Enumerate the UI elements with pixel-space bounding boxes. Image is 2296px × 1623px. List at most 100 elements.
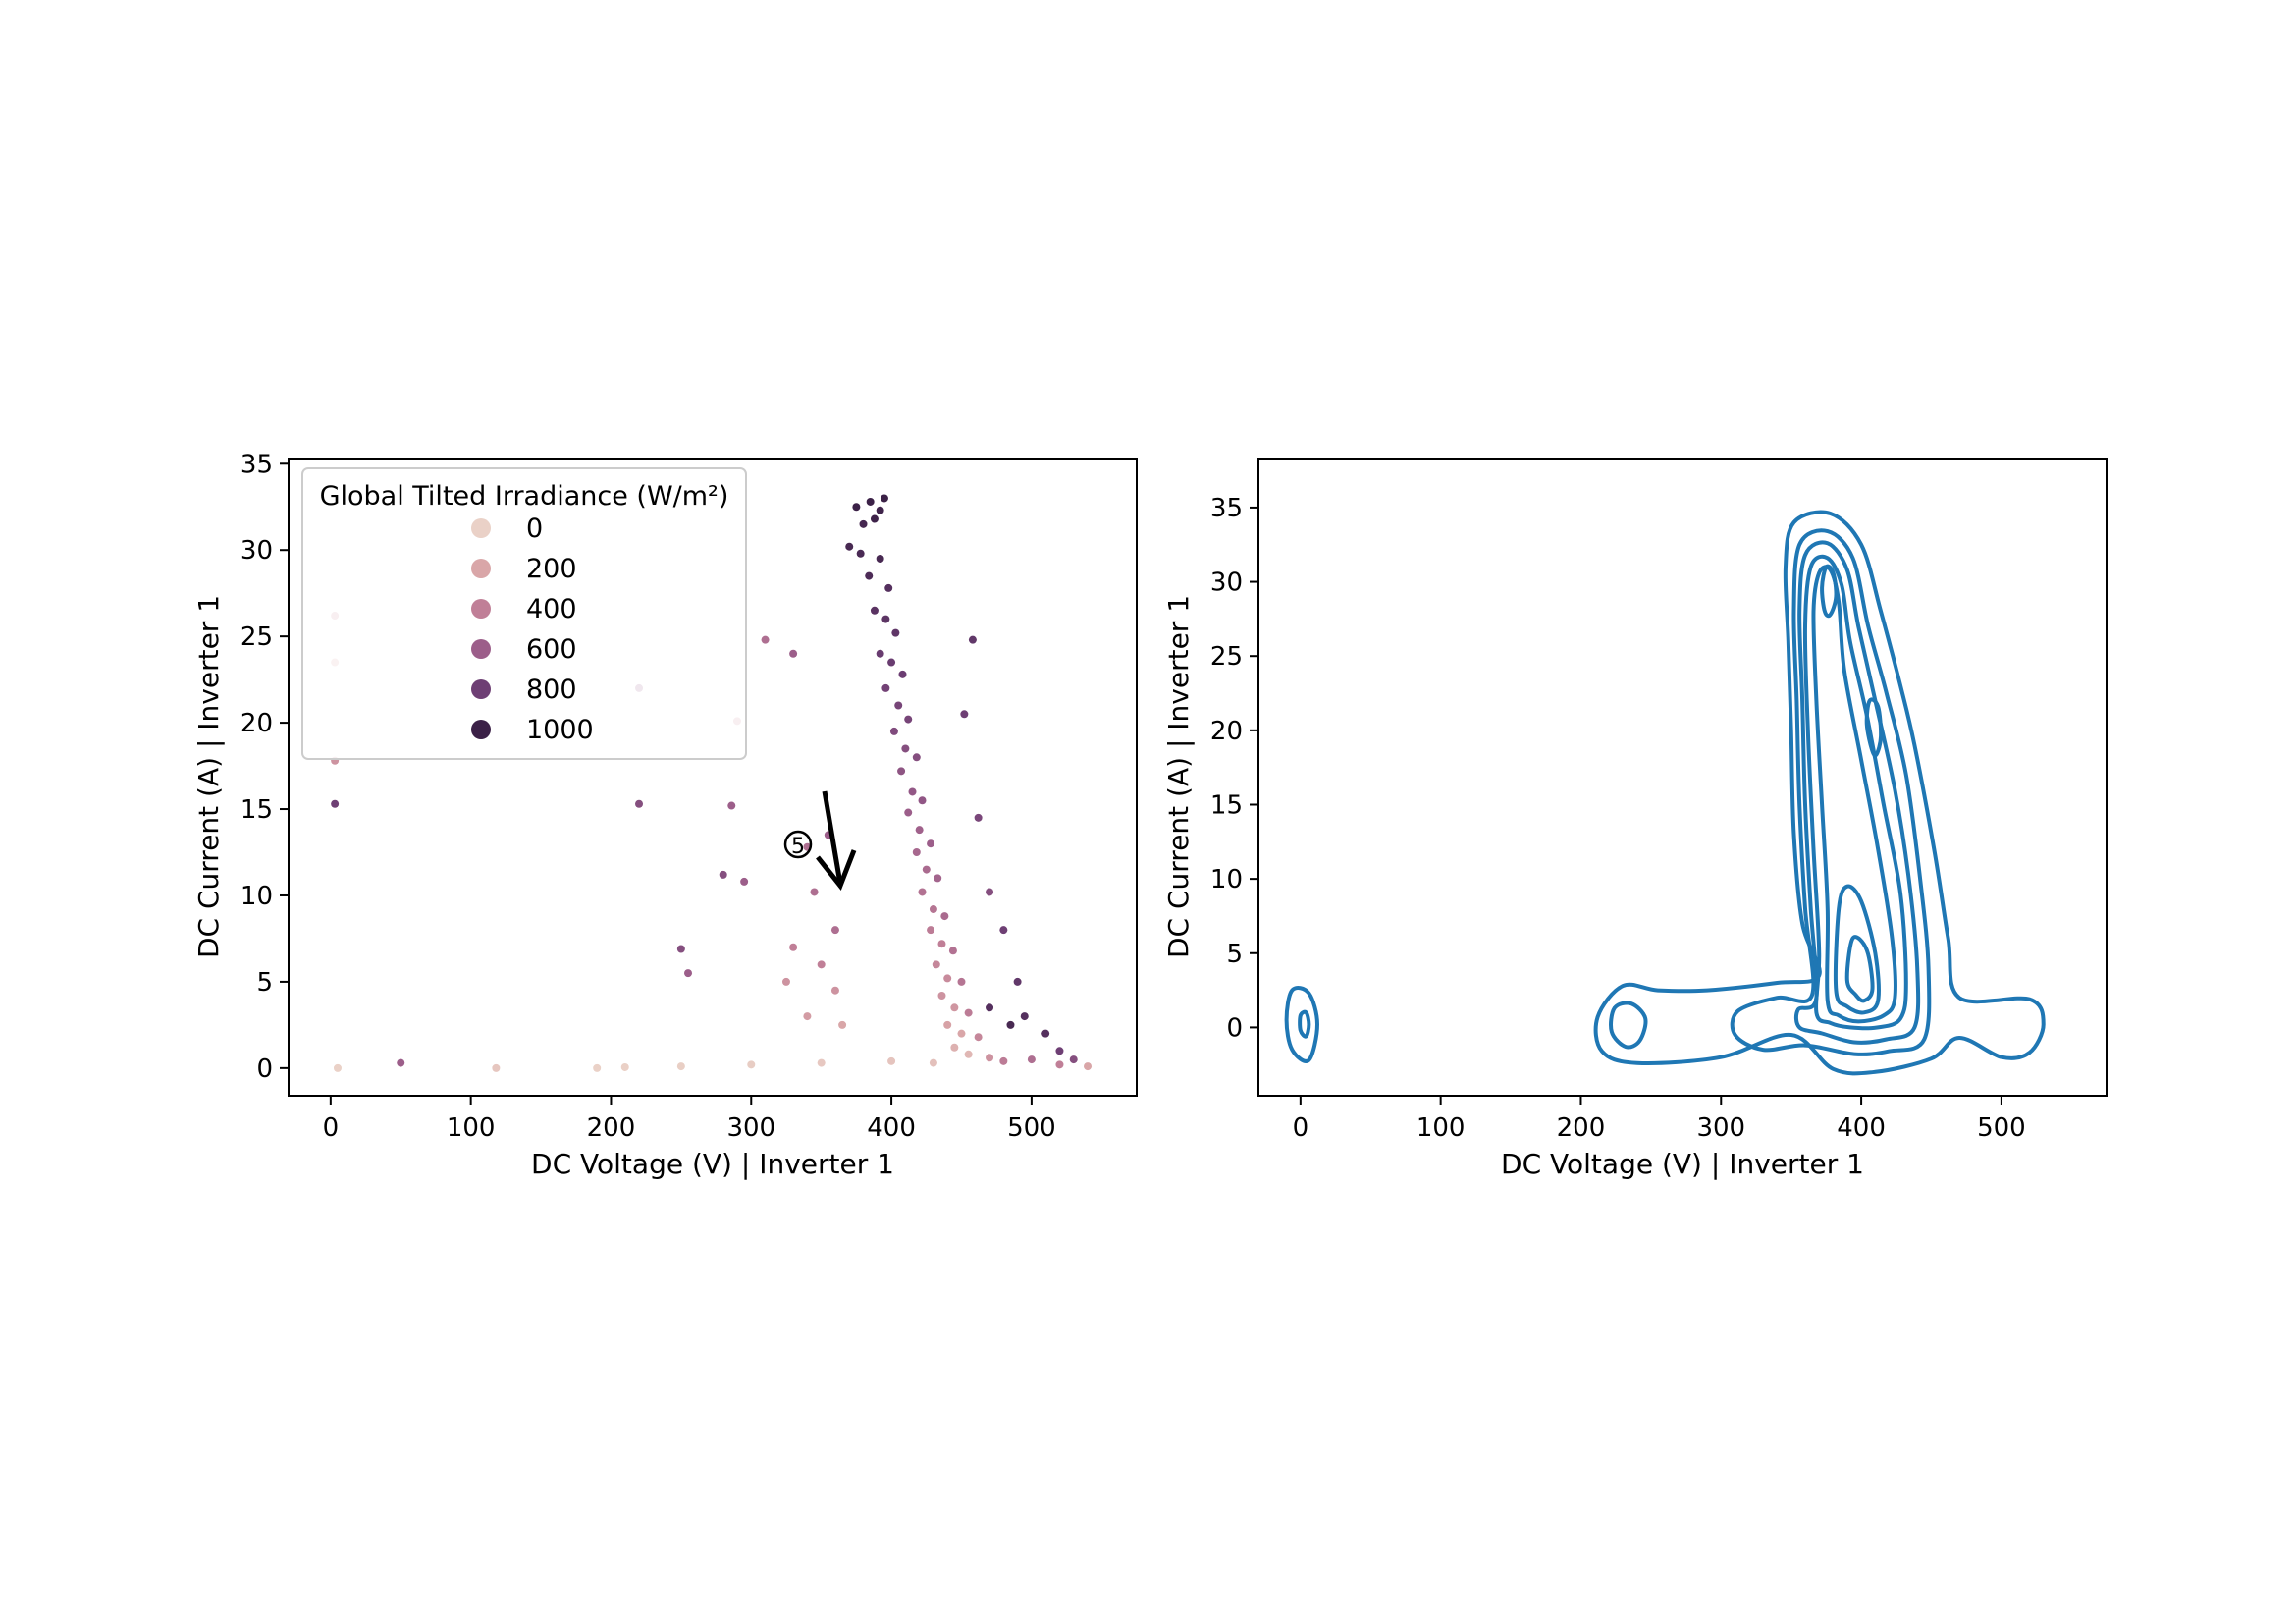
scatter-point [845,542,854,551]
scatter-point [789,943,798,951]
scatter-point [929,905,937,914]
scatter-point [950,1043,959,1052]
scatter-point [870,514,879,523]
y-tick-label: 15 [1210,790,1243,820]
scatter-point [740,877,749,886]
scatter-point [901,744,910,753]
scatter-point [999,926,1008,935]
contour-line-level3 [1793,540,1921,1045]
scatter-point [927,839,935,848]
scatter-point [852,503,861,512]
contour-line-island-left-outer [1284,986,1319,1063]
scatter-point [859,519,868,528]
contour-axes-frame [1257,458,2108,1097]
scatter-point [817,1058,826,1067]
contour-panel: 0 100 200 300 400 500 0 5 10 15 20 25 30 35 DC Volta… [1162,458,2108,1180]
scatter-point [635,799,644,808]
scatter-point [894,701,903,710]
legend-label: 0 [526,514,543,544]
scatter-point [830,926,839,935]
y-tick-label: 35 [240,450,273,479]
y-tick-label: 5 [256,968,273,998]
annotation-number: 5 [791,835,805,859]
contour-line-level4 [1802,554,1908,1031]
scatter-point [986,1003,994,1012]
y-tick-label: 20 [1210,717,1243,746]
scatter-point [876,649,884,658]
y-tick-label: 25 [240,622,273,652]
scatter-point [781,977,790,986]
legend-marker [471,639,491,659]
scatter-point [1055,1060,1064,1069]
scatter-point [943,974,952,983]
scatter-point [810,888,819,896]
scatter-point [891,628,900,637]
scatter-point [999,1056,1008,1065]
scatter-point [1041,1029,1050,1038]
scatter-point [676,945,685,953]
contour-line-level7 [1844,935,1875,1003]
scatter-point [940,912,949,921]
scatter-point [887,658,896,667]
x-tick-label: 200 [587,1113,636,1143]
scatter-point [838,1020,847,1029]
contour-line-level5 [1811,565,1897,1024]
x-tick-label: 100 [447,1113,496,1143]
scatter-point [986,888,994,896]
y-tick-label: 30 [240,536,273,566]
scatter-point [676,1062,685,1071]
y-tick-label: 5 [1226,940,1243,969]
scatter-point [397,1058,405,1067]
legend-label: 800 [526,675,577,705]
scatter-point [593,1063,602,1072]
scatter-point [937,991,946,1000]
scatter-point [620,1062,629,1071]
contour-line-hotspot-top [1820,564,1839,619]
scatter-point [881,683,890,692]
scatter-point [331,799,340,808]
scatter-point [932,960,940,969]
scatter-point [865,571,874,580]
x-tick-label: 200 [1557,1113,1606,1143]
scatter-point [964,1050,973,1058]
scatter-point [1006,1020,1015,1029]
scatter-point [974,813,983,822]
scatter-point [908,787,917,796]
contour-line-level6 [1833,884,1881,1015]
scatter-point [937,940,946,948]
y-tick-label: 25 [1210,642,1243,672]
scatter-point [817,960,826,969]
legend-marker [471,679,491,699]
scatter-point [968,635,977,644]
contour-y-ticks: 0 5 10 15 20 25 30 35 [1210,494,1258,1043]
scatter-point [957,977,966,986]
legend-label: 1000 [526,715,594,745]
x-tick-label: 500 [1977,1113,2026,1143]
scatter-panel: 0 100 200 300 400 500 0 5 10 15 20 25 30 35 DC Volta… [192,450,1138,1180]
legend-entries: 0 200 400 600 800 1000 [471,514,594,745]
contour-line-island-left-inner [1298,1009,1311,1039]
contour-line-level2 [1730,528,1932,1056]
scatter-point [986,1054,994,1062]
annotation-arrow-shaft [822,790,843,885]
scatter-point [950,1003,959,1012]
x-tick-label: 300 [1696,1113,1745,1143]
scatter-point [884,583,893,592]
scatter-point [870,606,879,615]
scatter-point [761,635,770,644]
scatter-point [876,555,884,564]
x-tick-label: 400 [867,1113,916,1143]
scatter-point [887,1056,896,1065]
scatter-y-ticks: 0 5 10 15 20 25 30 35 [240,450,289,1084]
scatter-point [727,801,736,810]
scatter-point [898,670,907,678]
scatter-point [915,826,924,835]
scatter-axes-frame [288,458,1138,1097]
scatter-x-axis-label: DC Voltage (V) | Inverter 1 [531,1148,894,1180]
scatter-points [331,494,1093,1072]
scatter-point [897,767,906,776]
scatter-point [974,1033,983,1042]
scatter-point [904,715,913,724]
y-tick-label: 10 [1210,865,1243,894]
x-tick-label: 100 [1416,1113,1466,1143]
